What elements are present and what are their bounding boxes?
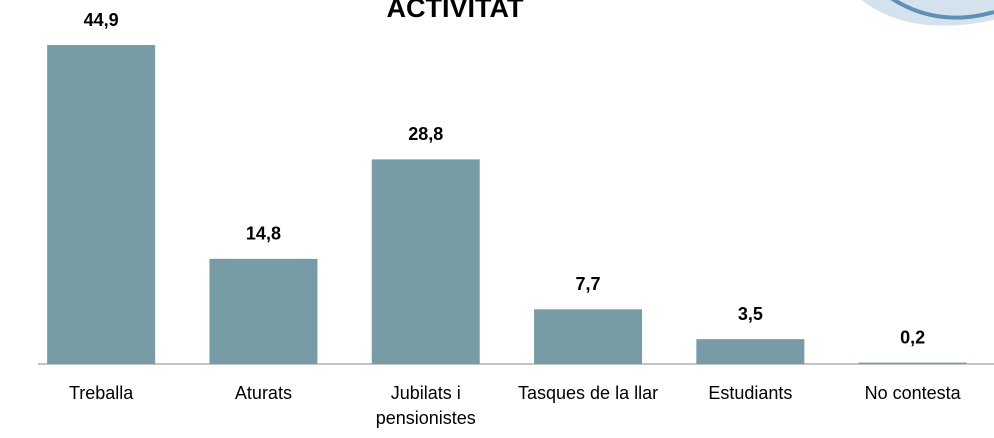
x-tick-label: No contesta xyxy=(864,383,961,403)
x-tick-label: Aturats xyxy=(234,383,292,403)
value-label: 0,2 xyxy=(900,327,925,347)
decoration xyxy=(890,0,994,20)
bar xyxy=(534,309,643,364)
bar xyxy=(371,159,480,364)
x-tick-label: Tasques de la llar xyxy=(518,383,659,403)
bar xyxy=(47,45,156,364)
value-label: 7,7 xyxy=(576,274,601,294)
bar xyxy=(696,339,805,364)
value-label: 3,5 xyxy=(738,304,763,324)
value-label: 14,8 xyxy=(246,224,281,244)
value-label: 28,8 xyxy=(408,124,443,144)
bar xyxy=(209,258,318,364)
x-tick-label: Treballa xyxy=(68,383,134,403)
value-label: 44,9 xyxy=(84,10,119,30)
x-tick-label: Estudiants xyxy=(708,383,793,403)
x-tick-label: Jubilats i pensionistes xyxy=(375,383,476,428)
bar xyxy=(858,362,967,364)
chart-title: ACTIVITAT xyxy=(387,0,524,23)
